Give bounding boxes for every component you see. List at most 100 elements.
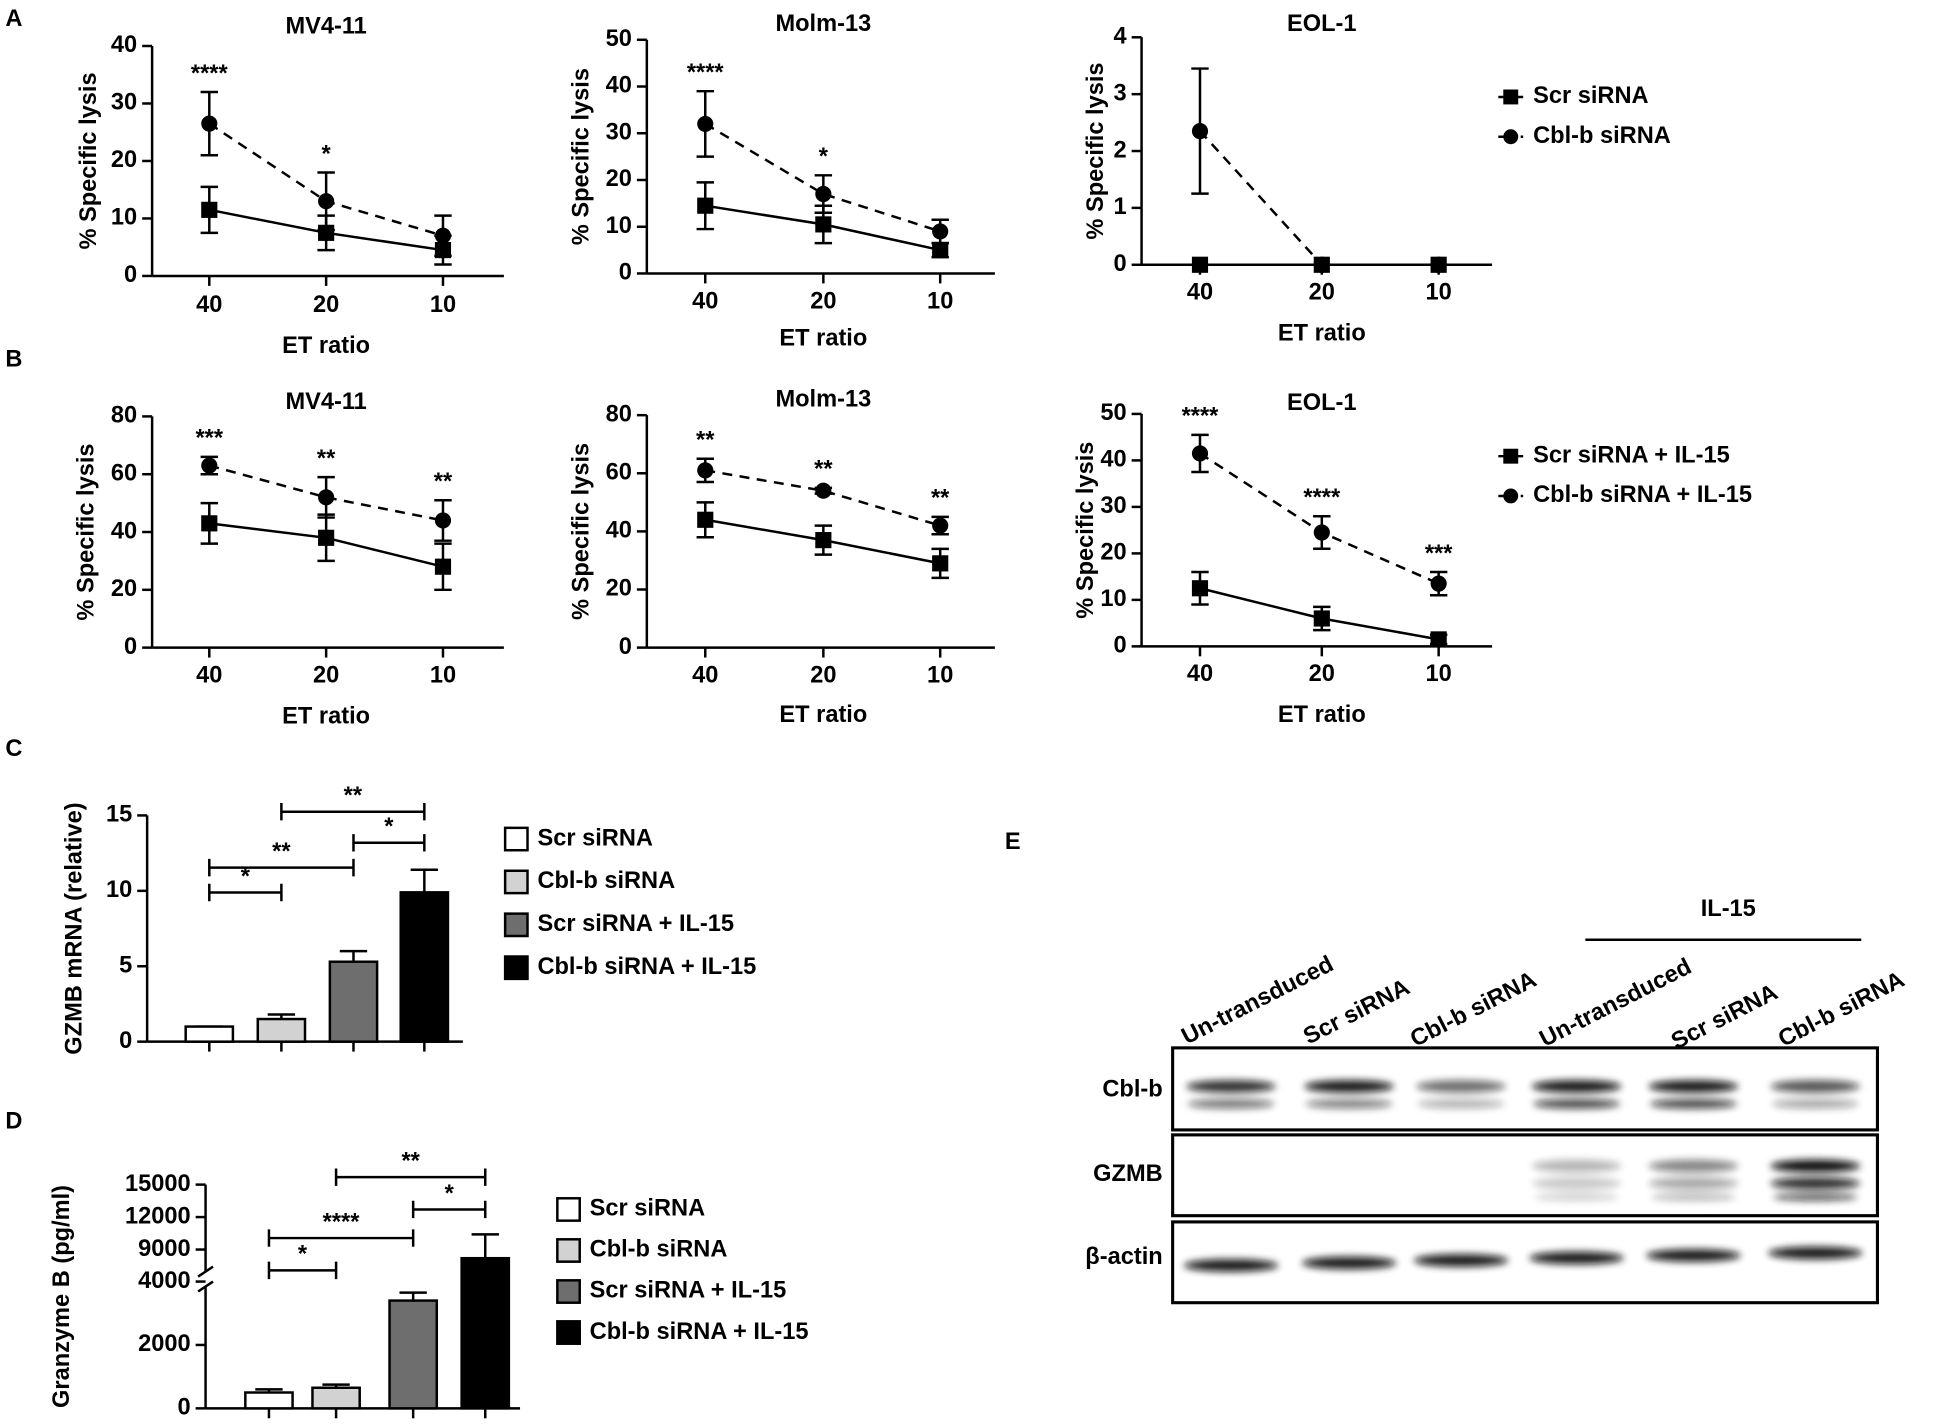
- x-axis-label: ET ratio: [779, 326, 867, 352]
- comparison-bracket: [352, 834, 426, 852]
- y-axis-label: GZMB mRNA (relative): [61, 802, 87, 1054]
- panel-label: C: [5, 736, 22, 762]
- comparison-bracket: [411, 1200, 487, 1219]
- data-point: [815, 185, 832, 203]
- bar: [399, 891, 450, 1043]
- x-axis-label: ET ratio: [1278, 702, 1366, 728]
- y-tick-label: 15: [106, 802, 132, 828]
- y-tick-label: 20: [606, 576, 632, 602]
- x-tick-label: 40: [196, 662, 222, 688]
- y-axis-label: % Specific lysis: [1083, 62, 1109, 239]
- y-tick-label: 5: [119, 952, 132, 978]
- significance: **: [272, 839, 291, 865]
- legend-swatch: [503, 869, 529, 895]
- comparison-bracket: [267, 1261, 338, 1280]
- blot-band: [1531, 1177, 1622, 1190]
- y-tick-label: 20: [111, 576, 137, 602]
- blot-row-label: β-actin: [1085, 1244, 1162, 1270]
- blot-band: [1768, 1246, 1863, 1260]
- significance: ***: [1425, 541, 1453, 567]
- y-tick-label: 50: [606, 26, 632, 52]
- y-tick-label: 10: [111, 205, 137, 231]
- blot-band: [1648, 1177, 1739, 1190]
- y-tick-label: 10: [606, 213, 632, 239]
- significance: *: [445, 1181, 455, 1207]
- blot-band: [1646, 1249, 1741, 1262]
- x-tick-label: 20: [313, 292, 339, 318]
- x-tick-label: 10: [927, 288, 953, 314]
- axis-break: [197, 1280, 214, 1293]
- y-tick-label: 0: [178, 1395, 191, 1421]
- significance: *: [819, 144, 829, 170]
- data-point: [201, 457, 218, 474]
- legend-marker: [1503, 448, 1519, 464]
- y-tick-label: 20: [1100, 540, 1126, 566]
- blot-band: [1770, 1159, 1861, 1173]
- comparison-bracket: [280, 802, 426, 821]
- blot-row-label: Cbl-b: [1102, 1076, 1162, 1102]
- blot-band: [1531, 1159, 1622, 1173]
- series-line: [705, 469, 941, 527]
- y-axis-label: % Specific lysis: [74, 443, 100, 620]
- panel-label: E: [1005, 829, 1021, 855]
- significance: **: [344, 783, 363, 809]
- blot-band: [1417, 1098, 1505, 1109]
- y-tick-label: 30: [111, 90, 137, 116]
- bar: [311, 1386, 361, 1410]
- significance: ****: [1303, 485, 1341, 511]
- bar: [244, 1391, 294, 1410]
- panel-label: D: [5, 1109, 22, 1135]
- significance: ****: [1182, 404, 1220, 430]
- y-tick-label: 20: [111, 147, 137, 173]
- blot-band: [1773, 1193, 1858, 1201]
- blot-band: [1305, 1098, 1393, 1109]
- y-tick-label: 60: [111, 460, 137, 486]
- data-point: [1191, 256, 1209, 273]
- blot-band: [1648, 1080, 1739, 1093]
- x-tick-label: 20: [1309, 280, 1335, 306]
- blot-band: [1301, 1256, 1397, 1270]
- x-axis-label: ET ratio: [282, 333, 370, 359]
- chart-title: Molm-13: [775, 386, 871, 412]
- y-tick-label: 30: [606, 119, 632, 145]
- legend-label: Scr siRNA: [1533, 83, 1648, 109]
- data-point: [201, 115, 218, 132]
- x-tick-label: 20: [1309, 661, 1335, 687]
- data-point: [1191, 580, 1209, 597]
- legend-label: Cbl-b siRNA: [537, 868, 675, 894]
- data-point: [697, 197, 714, 214]
- legend-swatch: [503, 955, 529, 981]
- x-axis-label: ET ratio: [282, 703, 370, 729]
- comparison-bracket: [208, 883, 283, 902]
- legend-marker: [1503, 129, 1519, 145]
- y-tick-label: 80: [111, 403, 137, 429]
- chart-title: EOL-1: [1287, 390, 1357, 416]
- blot-band: [1531, 1080, 1622, 1093]
- x-tick-label: 40: [1187, 661, 1213, 687]
- blot-band: [1534, 1193, 1619, 1201]
- error-bar: [399, 1291, 427, 1301]
- panel-label: A: [5, 6, 22, 32]
- bar: [328, 960, 379, 1043]
- data-point: [434, 512, 452, 529]
- y-tick-label: 60: [606, 460, 632, 486]
- data-point: [318, 489, 335, 506]
- y-tick-label: 0: [119, 1028, 132, 1054]
- data-point: [1313, 610, 1330, 627]
- legend-marker: [1503, 89, 1519, 105]
- data-point: [932, 223, 949, 240]
- legend-label: Scr siRNA + IL-15: [537, 911, 734, 937]
- y-tick-label: 15000: [125, 1171, 191, 1197]
- y-tick-label: 2: [1114, 137, 1127, 163]
- blot-frame: [1171, 1046, 1879, 1132]
- y-tick-label: 20: [606, 166, 632, 192]
- y-axis-label: % Specific lysis: [568, 443, 594, 620]
- data-point: [1430, 631, 1447, 648]
- comparison-bracket: [267, 1229, 415, 1247]
- y-tick-label: 10: [1100, 586, 1126, 612]
- blot-band: [1770, 1177, 1861, 1190]
- x-tick-label: 10: [927, 662, 953, 688]
- y-tick-label: 50: [1100, 400, 1126, 426]
- y-tick-label: 0: [1114, 251, 1127, 277]
